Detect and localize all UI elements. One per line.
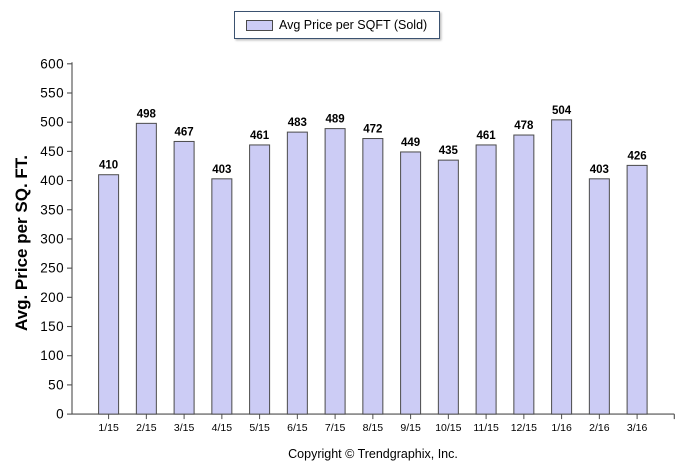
svg-text:150: 150 [40,319,64,334]
svg-text:483: 483 [288,117,307,129]
svg-text:500: 500 [40,115,64,130]
svg-text:3/15: 3/15 [174,422,195,434]
svg-text:7/15: 7/15 [325,422,346,434]
svg-text:410: 410 [99,160,118,172]
svg-text:4/15: 4/15 [212,422,233,434]
svg-text:403: 403 [212,164,231,176]
svg-text:600: 600 [40,56,64,71]
svg-text:5/15: 5/15 [249,422,270,434]
svg-text:461: 461 [477,130,497,142]
svg-text:3/16: 3/16 [627,422,648,434]
svg-text:12/15: 12/15 [511,422,537,434]
svg-text:11/15: 11/15 [473,422,499,434]
svg-text:300: 300 [40,231,64,246]
svg-text:0: 0 [56,407,64,422]
svg-text:400: 400 [40,173,64,188]
svg-text:350: 350 [40,202,64,217]
svg-text:478: 478 [514,120,534,132]
svg-text:450: 450 [40,144,64,159]
svg-text:2/16: 2/16 [589,422,610,434]
svg-text:250: 250 [40,261,64,276]
svg-text:435: 435 [439,145,459,157]
svg-text:461: 461 [250,130,270,142]
svg-text:1/15: 1/15 [98,422,119,434]
svg-text:100: 100 [40,348,64,363]
svg-text:403: 403 [590,164,609,176]
svg-text:472: 472 [363,124,382,136]
svg-text:550: 550 [40,85,64,100]
svg-text:426: 426 [628,150,647,162]
svg-text:489: 489 [326,114,345,126]
svg-text:498: 498 [137,108,157,120]
svg-text:1/16: 1/16 [551,422,572,434]
svg-text:50: 50 [48,377,64,392]
svg-text:200: 200 [40,290,64,305]
svg-text:449: 449 [401,137,420,149]
svg-text:8/15: 8/15 [363,422,384,434]
svg-text:467: 467 [175,126,194,138]
svg-text:6/15: 6/15 [287,422,308,434]
svg-text:2/15: 2/15 [136,422,157,434]
svg-text:504: 504 [552,105,572,117]
svg-text:10/15: 10/15 [435,422,461,434]
svg-text:9/15: 9/15 [400,422,421,434]
